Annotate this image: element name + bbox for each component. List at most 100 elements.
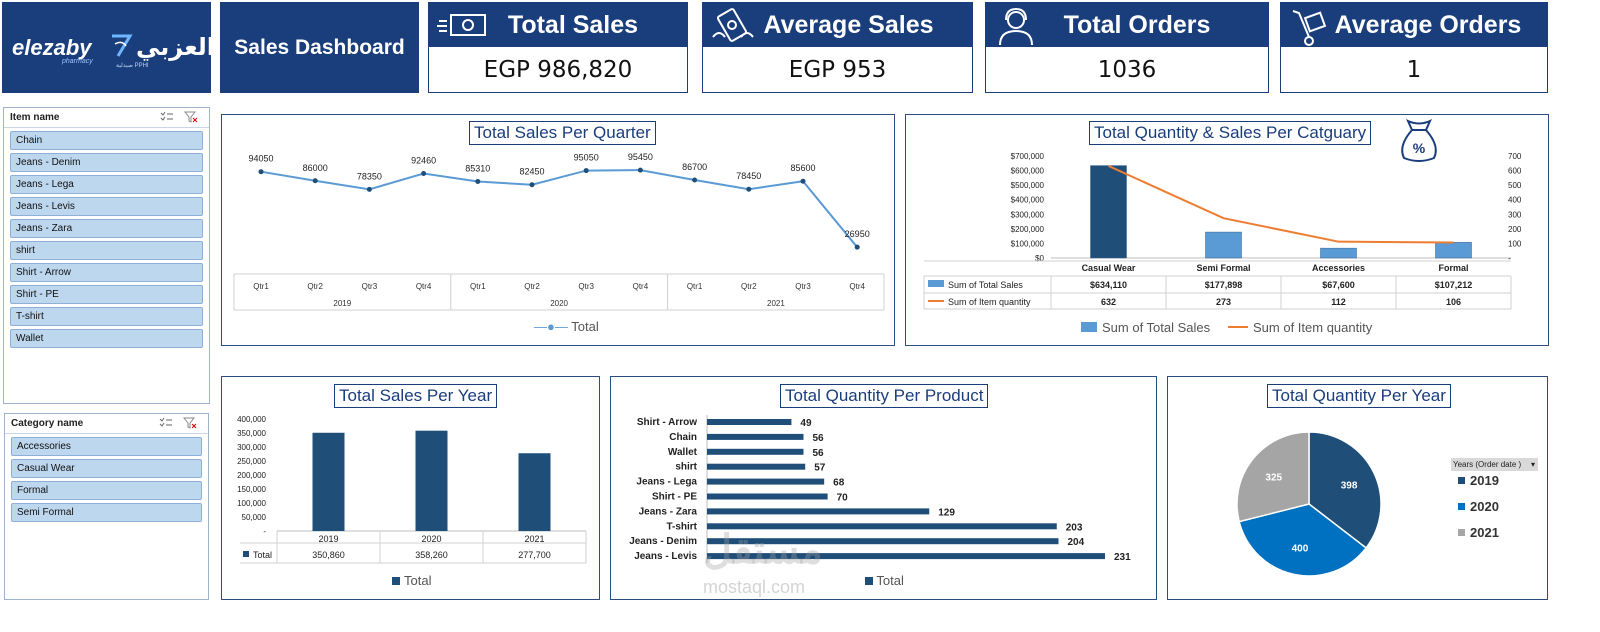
quarter-legend-label: Total [571,319,599,334]
quarter-tick-label: Qtr2 [741,282,757,291]
quarter-data-label: 86000 [303,163,328,173]
logo-english-sub: pharmacy [62,58,93,65]
product-legend-label: Total [876,573,904,588]
pie-legend-label: 2021 [1470,525,1499,540]
kpi-total-orders: Total Orders 1036 [985,2,1269,93]
item-slicer-option-3[interactable]: Jeans - Levis [10,197,203,216]
category-slicer-title: Category name [11,418,84,429]
quarter-point [854,244,860,250]
quarter-tick-label: Qtr3 [362,282,378,291]
category-sales-bar [1090,165,1127,259]
pie-legend-swatch [1458,529,1465,536]
quarter-line-chart: 94050 86000 78350 92460 85310 82450 95050 95450… [233,152,885,311]
multi-select-icon[interactable] [159,417,173,429]
caduceus-icon [112,34,133,57]
kpi-average-sales-value: EGP 953 [788,56,887,83]
pie-slice [1308,431,1382,549]
category-left-tick: $200,000 [1011,225,1045,234]
category-quantity-row-label: Sum of Item quantity [948,297,1031,307]
kpi-average-orders: Average Orders 1 [1280,2,1548,93]
watermark-arabic: مستقل [703,528,823,572]
multi-select-icon[interactable] [160,111,174,123]
year-bar [518,453,551,531]
year-tick: 100,000 [237,499,266,508]
pie-data-label: 325 [1265,473,1282,484]
year-tick-label: 2021 [524,534,544,544]
category-left-tick: $300,000 [1011,210,1045,219]
quarter-point [800,178,806,184]
year-value-label: 277,700 [518,550,551,560]
product-value-label: 56 [812,448,824,459]
item-slicer-option-1[interactable]: Jeans - Denim [10,153,203,172]
product-category-label: T-shirt [666,521,697,532]
product-category-label: shirt [675,462,697,473]
product-category-label: Jeans - Denim [629,536,697,547]
product-category-label: Jeans - Levis [634,551,697,562]
category-quantity-value: 106 [1446,297,1461,307]
item-slicer-option-2[interactable]: Jeans - Lega [10,175,203,194]
logo-arabic: العزبي [136,33,216,61]
logo-english: elezaby [12,35,92,60]
category-tick-label: Semi Formal [1196,263,1250,273]
quarter-data-label: 85310 [465,164,490,174]
kpi-total-sales-label: Total Sales [507,10,639,39]
category-sales-bar [1435,242,1472,259]
year-quantity-panel: Total Quantity Per Year 398 400 325 2019 202… [1167,376,1548,600]
item-slicer-option-5[interactable]: shirt [10,241,203,260]
category-quantity-value: 632 [1101,297,1116,307]
year-value-label: 350,860 [312,550,345,560]
item-slicer-option-4[interactable]: Jeans - Zara [10,219,203,238]
clear-filter-icon[interactable] [184,111,198,123]
category-slicer-option-3[interactable]: Semi Formal [11,503,202,522]
product-bar [707,433,804,440]
category-left-tick: $500,000 [1011,181,1045,190]
kpi-average-orders-value: 1 [1406,56,1422,83]
category-slicer-option-1[interactable]: Casual Wear [11,459,202,478]
pie-legend-label: 2020 [1470,499,1499,514]
kpi-average-sales: Average Sales EGP 953 [702,2,973,93]
category-right-tick: 600 [1508,167,1522,176]
quarter-point [258,169,264,175]
category-sales-value: $177,898 [1205,280,1243,290]
category-left-tick: $700,000 [1011,152,1045,161]
quarter-data-label: 26950 [845,229,870,239]
quarter-data-label: 85600 [790,163,815,173]
product-category-label: Chain [669,432,697,443]
category-slicer-option-2[interactable]: Formal [11,481,202,500]
product-bar [707,493,828,500]
kpi-total-sales-value: EGP 986,820 [483,56,633,83]
category-slicer-option-0[interactable]: Accessories [11,437,202,456]
category-legend-sales: Sum of Total Sales [1102,320,1211,335]
years-filter-button[interactable]: Years (Order date ) ▾ [1451,458,1538,471]
product-category-label: Shirt - PE [652,492,697,503]
category-chart-title: Total Quantity & Sales Per Catguary [1089,121,1372,145]
pie-slice [1238,503,1368,577]
category-tick-label: Casual Wear [1082,263,1136,273]
year-tick: 50,000 [242,513,267,522]
clear-filter-icon[interactable] [183,417,197,429]
quarter-tick-label: Qtr3 [795,282,811,291]
quarter-tick-label: Qtr1 [253,282,269,291]
quarter-tick-label: Qtr1 [687,282,703,291]
year-tick: 200,000 [237,471,266,480]
quarter-point [529,182,535,188]
year-bar [312,432,345,531]
money-icon [437,14,486,36]
kpi-average-sales-label: Average Sales [763,10,934,39]
quarter-chart-title: Total Sales Per Quarter [469,121,656,145]
item-slicer-option-8[interactable]: T-shirt [10,307,203,326]
quarter-legend: —●— Total [534,319,599,334]
item-slicer-option-0[interactable]: Chain [10,131,203,150]
logo-arabic-sub: صيدلية PPHI [116,63,149,69]
item-slicer-option-6[interactable]: Shirt - Arrow [10,263,203,282]
item-slicer-option-7[interactable]: Shirt - PE [10,285,203,304]
item-slicer-option-9[interactable]: Wallet [10,329,203,348]
pie-legend-swatch [1458,503,1465,510]
category-left-tick: $600,000 [1011,167,1045,176]
product-bar [707,523,1057,530]
pie-data-label: 398 [1341,480,1358,491]
product-value-label: 57 [814,463,826,474]
category-sales-key [928,280,944,287]
customer-service-icon [999,7,1033,45]
year-sales-panel: Total Sales Per Year 400,000 350,000 300,0… [221,376,600,600]
